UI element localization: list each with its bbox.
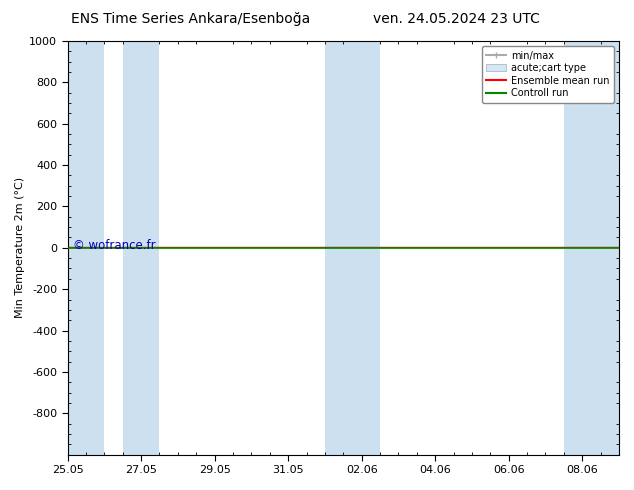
Bar [564,41,619,455]
Text: © wofrance.fr: © wofrance.fr [73,239,156,252]
Bar [68,41,105,455]
Text: ven. 24.05.2024 23 UTC: ven. 24.05.2024 23 UTC [373,12,540,26]
Bar [325,41,380,455]
Legend: min/max, acute;cart type, Ensemble mean run, Controll run: min/max, acute;cart type, Ensemble mean … [482,46,614,103]
Text: ENS Time Series Ankara/Esenboğa: ENS Time Series Ankara/Esenboğa [70,12,310,26]
Y-axis label: Min Temperature 2m (°C): Min Temperature 2m (°C) [15,177,25,318]
Bar [123,41,160,455]
